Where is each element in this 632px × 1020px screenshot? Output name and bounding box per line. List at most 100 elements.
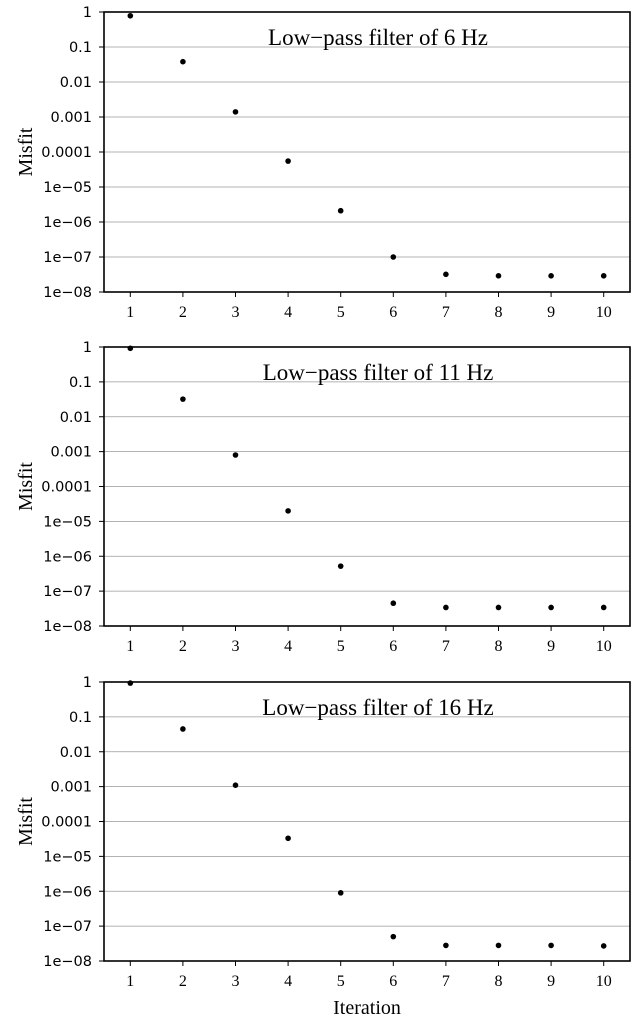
x-tick-label: 4 xyxy=(284,973,292,990)
data-point xyxy=(232,109,239,115)
data-point xyxy=(390,600,397,607)
y-tick-label: 1 xyxy=(83,340,92,356)
data-point xyxy=(443,942,449,949)
y-tick-label: 0.0001 xyxy=(41,480,92,496)
data-point xyxy=(232,782,239,788)
x-tick-label: 3 xyxy=(232,304,240,321)
y-tick-label: 0.1 xyxy=(69,375,92,391)
data-point xyxy=(390,254,397,260)
plot-frame xyxy=(103,681,631,962)
x-tick-label: 4 xyxy=(284,638,292,655)
y-tick-label: 1e−08 xyxy=(43,954,92,970)
data-point xyxy=(548,942,554,949)
x-tick-label: 1 xyxy=(126,304,134,321)
y-tick-label: 0.1 xyxy=(69,40,92,56)
data-point xyxy=(180,726,186,732)
y-tick-label: 0.01 xyxy=(60,75,92,91)
y-axis-label: Misfit xyxy=(15,797,37,846)
x-tick-label: 1 xyxy=(126,973,134,990)
y-tick-label: 1e−07 xyxy=(43,250,92,266)
x-tick-label: 2 xyxy=(179,973,187,990)
data-point xyxy=(548,273,554,279)
data-point xyxy=(495,273,502,279)
y-tick-label: 1 xyxy=(83,5,92,21)
data-point xyxy=(285,508,291,514)
data-point xyxy=(127,680,134,686)
panel-title: Low−pass filter of 11 Hz xyxy=(263,360,494,385)
data-point xyxy=(127,345,134,352)
y-tick-label: 1e−06 xyxy=(43,549,92,565)
y-tick-label: 0.001 xyxy=(50,110,92,126)
data-point xyxy=(337,563,344,569)
y-tick-label: 1e−06 xyxy=(43,884,92,900)
chart-panel-3: 1 0.1 0.01 0.001 0.0001 1e−05 1e−06 1e−07 1e−08 1… xyxy=(15,675,631,1019)
y-tick-label: 0.01 xyxy=(60,745,92,761)
data-point xyxy=(495,942,502,949)
plot-frame xyxy=(103,346,631,627)
x-tick-label: 7 xyxy=(442,973,450,990)
x-tick-label: 9 xyxy=(547,638,555,655)
y-tick-label: 0.0001 xyxy=(41,815,92,831)
x-axis-label: Iteration xyxy=(333,997,401,1019)
y-tick-label: 1e−08 xyxy=(43,619,92,635)
y-tick-label: 1e−07 xyxy=(43,584,92,600)
x-tick-label: 6 xyxy=(389,973,397,990)
x-tick-label: 9 xyxy=(547,973,555,990)
y-tick-label: 0.01 xyxy=(60,410,92,426)
data-point xyxy=(495,604,502,611)
x-tick-label: 8 xyxy=(495,638,503,655)
data-point xyxy=(600,273,607,279)
data-point xyxy=(600,604,607,611)
y-tick-label: 1e−06 xyxy=(43,215,92,231)
x-tick-label: 3 xyxy=(232,638,240,655)
x-tick-label: 6 xyxy=(389,638,397,655)
y-tick-label: 0.001 xyxy=(50,445,92,461)
x-tick-label: 2 xyxy=(179,638,187,655)
x-tick-label: 1 xyxy=(126,638,134,655)
y-tick-label: 1e−05 xyxy=(43,180,92,196)
x-tick-label: 2 xyxy=(179,304,187,321)
data-point xyxy=(548,604,554,611)
data-point xyxy=(337,207,344,214)
x-tick-label: 5 xyxy=(337,304,345,321)
x-tick-label: 10 xyxy=(596,304,612,321)
data-point xyxy=(390,933,397,940)
data-point xyxy=(180,58,186,65)
panel-title: Low−pass filter of 16 Hz xyxy=(262,695,493,720)
y-tick-label: 1e−05 xyxy=(43,514,92,530)
x-tick-label: 5 xyxy=(337,973,345,990)
data-point xyxy=(443,604,449,611)
x-tick-label: 5 xyxy=(337,638,345,655)
y-tick-label: 0.001 xyxy=(50,780,92,796)
x-tick-label: 10 xyxy=(596,638,612,655)
chart-panel-2: 1 0.1 0.01 0.001 0.0001 1e−05 1e−06 1e−07 1e−08 1… xyxy=(15,340,631,655)
x-tick-label: 7 xyxy=(442,638,450,655)
y-tick-label: 0.1 xyxy=(69,710,92,726)
data-point xyxy=(443,271,449,278)
data-point xyxy=(600,943,607,949)
panel-title: Low−pass filter of 6 Hz xyxy=(268,25,488,50)
x-tick-label: 8 xyxy=(495,304,503,321)
y-axis-label: Misfit xyxy=(15,462,37,511)
data-point xyxy=(127,12,134,19)
y-tick-label: 1e−08 xyxy=(43,285,92,301)
y-tick-label: 0.0001 xyxy=(41,145,92,161)
x-tick-label: 7 xyxy=(442,304,450,321)
data-point xyxy=(337,890,344,896)
data-point xyxy=(285,158,291,164)
x-tick-label: 9 xyxy=(547,304,555,321)
data-point xyxy=(232,452,239,458)
plot-frame xyxy=(103,11,631,293)
chart-panel-1: 1 0.1 0.01 0.001 0.0001 1e−05 1e−06 1e−07 1e−08 1… xyxy=(15,5,631,321)
y-tick-label: 1e−07 xyxy=(43,919,92,935)
y-tick-label: 1 xyxy=(83,675,92,691)
data-point xyxy=(285,835,291,842)
x-tick-label: 6 xyxy=(389,304,397,321)
y-axis-label: Misfit xyxy=(15,127,37,176)
x-tick-label: 4 xyxy=(284,304,292,321)
x-tick-label: 3 xyxy=(232,973,240,990)
y-tick-label: 1e−05 xyxy=(43,849,92,865)
x-tick-label: 10 xyxy=(596,973,612,990)
x-tick-label: 8 xyxy=(495,973,503,990)
